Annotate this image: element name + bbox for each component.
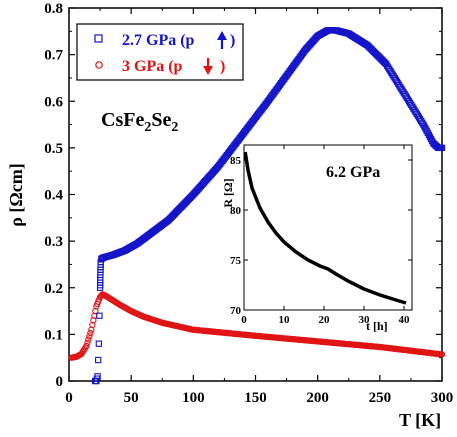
arrow-down-icon	[203, 58, 213, 75]
series-2p7gpa-point	[95, 356, 102, 364]
inset-y-tick-label: 85	[230, 155, 242, 167]
inset-y-tick-label: 75	[230, 255, 242, 267]
inset-x-tick-label: 10	[279, 314, 291, 326]
y-axis-label: ρ [Ωcm]	[6, 163, 26, 227]
y-tick-label: 0.1	[44, 327, 63, 343]
arrow-up-icon	[217, 31, 227, 49]
legend: 2.7 GPa (p ) 3 GPa (p )	[76, 23, 244, 81]
inset-axis-ticks	[243, 145, 412, 311]
x-axis-label: T [K]	[399, 410, 441, 430]
inset-tick-labels: 0 10 20 30 40 70 75 80 85	[230, 155, 410, 326]
inset-series-line	[243, 151, 407, 305]
series-3gpa-point	[438, 351, 446, 358]
series-3gpa-point	[85, 336, 92, 343]
inset-chart: 0 10 20 30 40 70 75 80 85 6.2 GPa R [Ω] t [h]	[221, 144, 413, 333]
y-tick-label: 0.4	[44, 188, 63, 204]
y-tick-label: 0.5	[44, 141, 63, 157]
main-tick-labels: 0 50 100 150 200 250 30000.10.20.30.40.50.60.7…	[44, 1, 453, 406]
inset-y-label: R [Ω]	[221, 178, 235, 207]
inset-x-label: t [h]	[366, 319, 388, 333]
series-2p7gpa-point	[95, 340, 102, 347]
series-2p7gpa-point	[96, 312, 103, 319]
x-tick-label: 150	[244, 390, 267, 406]
x-tick-label: 0	[65, 390, 73, 406]
x-tick-label: 100	[182, 390, 205, 406]
x-tick-label: 200	[306, 390, 329, 406]
compound-annotation: CsFe2Se2	[101, 109, 178, 135]
legend-paren-close: )	[220, 58, 225, 75]
y-tick-label: 0.3	[44, 234, 63, 250]
inset-x-tick-label: 0	[241, 314, 247, 326]
series-3gpa-point	[83, 342, 90, 350]
series-3gpa-point	[86, 333, 93, 340]
legend-marker-square	[94, 34, 103, 43]
inset-y-tick-label: 80	[230, 205, 242, 217]
inset-x-tick-label: 40	[399, 314, 411, 326]
series-3gpa-point	[84, 339, 91, 346]
inset-y-tick-label: 70	[230, 305, 242, 317]
legend-box	[76, 23, 244, 81]
main-axis-ticks	[68, 7, 443, 382]
legend-paren-close: )	[230, 32, 235, 49]
series-3gpa-point	[87, 329, 94, 337]
legend-label-2p7gpa: 2.7 GPa (p	[122, 32, 195, 49]
y-tick-label: 0.7	[44, 48, 63, 64]
inset-x-tick-label: 20	[319, 314, 331, 326]
y-tick-label: 0	[56, 374, 64, 390]
series-2p7gpa-point	[94, 373, 101, 380]
y-tick-label: 0.8	[44, 1, 63, 17]
x-tick-label: 250	[369, 390, 392, 406]
legend-marker-circle	[95, 61, 103, 69]
inset-x-tick-label: 30	[359, 314, 371, 326]
y-tick-label: 0.6	[44, 94, 63, 110]
y-tick-label: 0.2	[44, 281, 63, 297]
inset-title: 6.2 GPa	[326, 164, 380, 181]
legend-label-3gpa: 3 GPa (p	[122, 58, 183, 75]
x-tick-label: 300	[431, 390, 454, 406]
series-2p7gpa-point	[438, 144, 446, 152]
main-series-layer	[68, 27, 446, 385]
x-tick-label: 50	[124, 390, 139, 406]
